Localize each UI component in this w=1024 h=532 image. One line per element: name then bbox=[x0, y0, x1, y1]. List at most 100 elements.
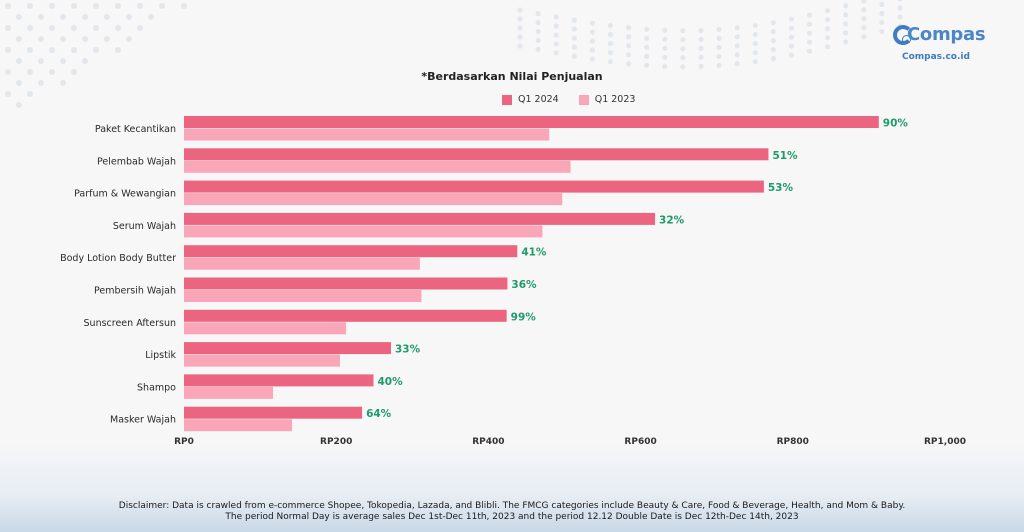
decorative-dot bbox=[181, 3, 187, 9]
decorative-dot bbox=[752, 49, 758, 56]
growth-label: 64% bbox=[366, 408, 392, 420]
decorative-dot bbox=[644, 26, 650, 32]
decorative-dot bbox=[27, 3, 33, 9]
decorative-dot bbox=[553, 32, 559, 38]
decorative-dot bbox=[698, 36, 704, 42]
bar-q1-2024 bbox=[184, 309, 507, 322]
bar-q1-2023 bbox=[184, 128, 550, 141]
decorative-dot bbox=[843, 30, 849, 36]
decorative-dot bbox=[825, 35, 831, 41]
decorative-dot bbox=[825, 8, 831, 14]
decorative-dot bbox=[770, 47, 776, 53]
decorative-dot bbox=[115, 3, 121, 9]
decorative-dot bbox=[571, 53, 577, 59]
x-tick-label: RP800 bbox=[777, 437, 809, 447]
decorative-dot bbox=[607, 50, 614, 56]
decorative-dot bbox=[49, 3, 55, 9]
decorative-dot bbox=[607, 59, 614, 65]
decorative-dot bbox=[137, 25, 143, 31]
bar-q1-2024 bbox=[184, 148, 769, 161]
bar-q1-2024 bbox=[184, 116, 879, 128]
decorative-dot bbox=[49, 69, 55, 75]
decorative-dot bbox=[5, 47, 11, 53]
decorative-dot bbox=[82, 14, 88, 20]
disclaimer: Disclaimer: Data is crawled from e-comme… bbox=[0, 501, 1024, 523]
category-label: Paket Kecantikan bbox=[95, 124, 176, 135]
decorative-dot bbox=[27, 47, 33, 53]
bar-q1-2024 bbox=[184, 342, 391, 355]
decorative-dot bbox=[734, 34, 740, 40]
decorative-dot bbox=[843, 39, 849, 45]
decorative-dot bbox=[861, 16, 867, 22]
decorative-dot bbox=[93, 3, 99, 9]
decorative-dot bbox=[571, 26, 577, 32]
decorative-dot bbox=[843, 12, 849, 18]
decorative-dot bbox=[115, 47, 121, 53]
decorative-dot bbox=[71, 3, 77, 9]
decorative-dot bbox=[716, 35, 722, 42]
decorative-dot bbox=[734, 61, 740, 67]
disclaimer-line-2: The period Normal Day is average sales D… bbox=[225, 512, 799, 522]
legend-item-q1-2024: Q1 2024 bbox=[502, 94, 559, 105]
bar-q1-2024 bbox=[184, 180, 764, 193]
bar-q1-2024 bbox=[184, 212, 656, 225]
decorative-dot bbox=[93, 47, 99, 53]
compas-logo: Compas Compas.co.id bbox=[893, 24, 986, 66]
decorative-dot bbox=[625, 34, 632, 40]
decorative-dot bbox=[535, 19, 541, 26]
bar-q1-2024 bbox=[184, 277, 508, 290]
x-tick-label: RP600 bbox=[624, 437, 656, 447]
decorative-dot bbox=[662, 45, 668, 51]
decorative-dot bbox=[517, 34, 523, 40]
footer-gradient bbox=[0, 442, 1024, 532]
decorative-dot bbox=[16, 102, 22, 108]
decorative-dot bbox=[680, 28, 686, 34]
decorative-dot bbox=[607, 32, 614, 38]
decorative-dot bbox=[770, 38, 776, 44]
bar-q1-2023 bbox=[184, 322, 347, 335]
bar-q1-2023 bbox=[184, 354, 341, 367]
decorative-dot bbox=[589, 56, 595, 62]
bar-q1-2023 bbox=[184, 290, 422, 302]
decorative-dot bbox=[126, 36, 132, 42]
bar-q1-2023 bbox=[184, 193, 563, 206]
decorative-dot bbox=[49, 25, 55, 31]
x-tick-label: RP200 bbox=[320, 437, 352, 447]
x-tick-label: RP0 bbox=[174, 437, 194, 447]
decorative-dot bbox=[662, 63, 668, 69]
category-label: Sunscreen Aftersun bbox=[84, 318, 176, 329]
decorative-dot bbox=[806, 48, 813, 54]
decorative-dot bbox=[82, 58, 88, 64]
decorative-dot bbox=[535, 37, 541, 44]
decorative-dot bbox=[38, 14, 44, 20]
growth-label: 41% bbox=[521, 247, 547, 259]
decorative-dot bbox=[625, 43, 632, 49]
decorative-dot bbox=[752, 31, 758, 38]
decorative-dot bbox=[535, 46, 541, 53]
decorative-dot bbox=[159, 3, 165, 9]
decorative-dot bbox=[879, 1, 885, 8]
decorative-dot bbox=[553, 41, 559, 47]
decorative-dot bbox=[589, 47, 595, 53]
decorative-dot bbox=[770, 29, 776, 35]
legend-item-q1-2023: Q1 2023 bbox=[578, 94, 635, 105]
decorative-dot bbox=[607, 41, 614, 47]
legend-swatch-q1-2024 bbox=[502, 94, 512, 105]
decorative-dot bbox=[752, 58, 758, 65]
decorative-dot bbox=[897, 5, 903, 11]
decorative-dot bbox=[571, 35, 577, 41]
category-label: Shampo bbox=[137, 382, 176, 393]
decorative-dot bbox=[104, 36, 110, 42]
decorative-dot bbox=[93, 25, 99, 31]
legend-label-q1-2024: Q1 2024 bbox=[518, 94, 559, 105]
decorative-dot bbox=[16, 80, 22, 86]
decorative-dot bbox=[734, 43, 740, 49]
chart-legend: Q1 2024 Q1 2023 bbox=[502, 94, 655, 105]
decorative-dot bbox=[698, 54, 704, 60]
bar-q1-2023 bbox=[184, 386, 274, 399]
decorative-dot bbox=[734, 52, 740, 58]
decorative-dot bbox=[517, 16, 523, 22]
growth-label: 40% bbox=[377, 376, 403, 388]
decorative-dot bbox=[788, 16, 795, 22]
decorative-dot bbox=[662, 36, 668, 42]
